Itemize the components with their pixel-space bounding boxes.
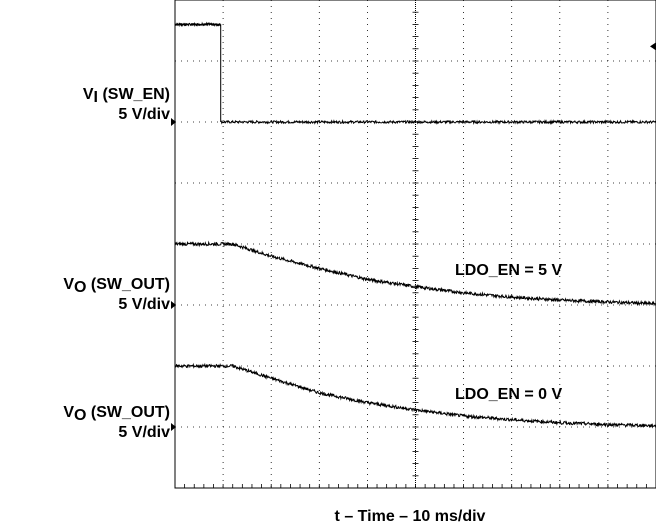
channel-2-scale: 5 V/div	[118, 296, 170, 313]
channel-2-label: VO (SW_OUT)	[63, 276, 170, 296]
annotation-ldo-en-0v: LDO_EN = 0 V	[455, 386, 563, 403]
oscilloscope-grid	[171, 0, 656, 489]
trigger-marker	[650, 42, 656, 51]
trace-layer	[174, 21, 656, 429]
channel-1-scale: 5 V/div	[118, 106, 170, 123]
x-axis-label: t – Time – 10 ms/div	[334, 508, 486, 525]
channel-3-ground-marker	[171, 423, 176, 431]
channel-1-ground-marker	[171, 118, 176, 126]
trace-channel-3	[174, 362, 656, 429]
trace-channel-2	[174, 240, 656, 307]
trace-channel-1	[174, 21, 656, 126]
channel-2-ground-marker	[171, 301, 176, 309]
channel-3-scale: 5 V/div	[118, 424, 170, 441]
channel-3-label: VO (SW_OUT)	[63, 404, 170, 424]
annotation-ldo-en-5v: LDO_EN = 5 V	[455, 262, 563, 279]
channel-1-label: VI (SW_EN)	[82, 86, 170, 106]
